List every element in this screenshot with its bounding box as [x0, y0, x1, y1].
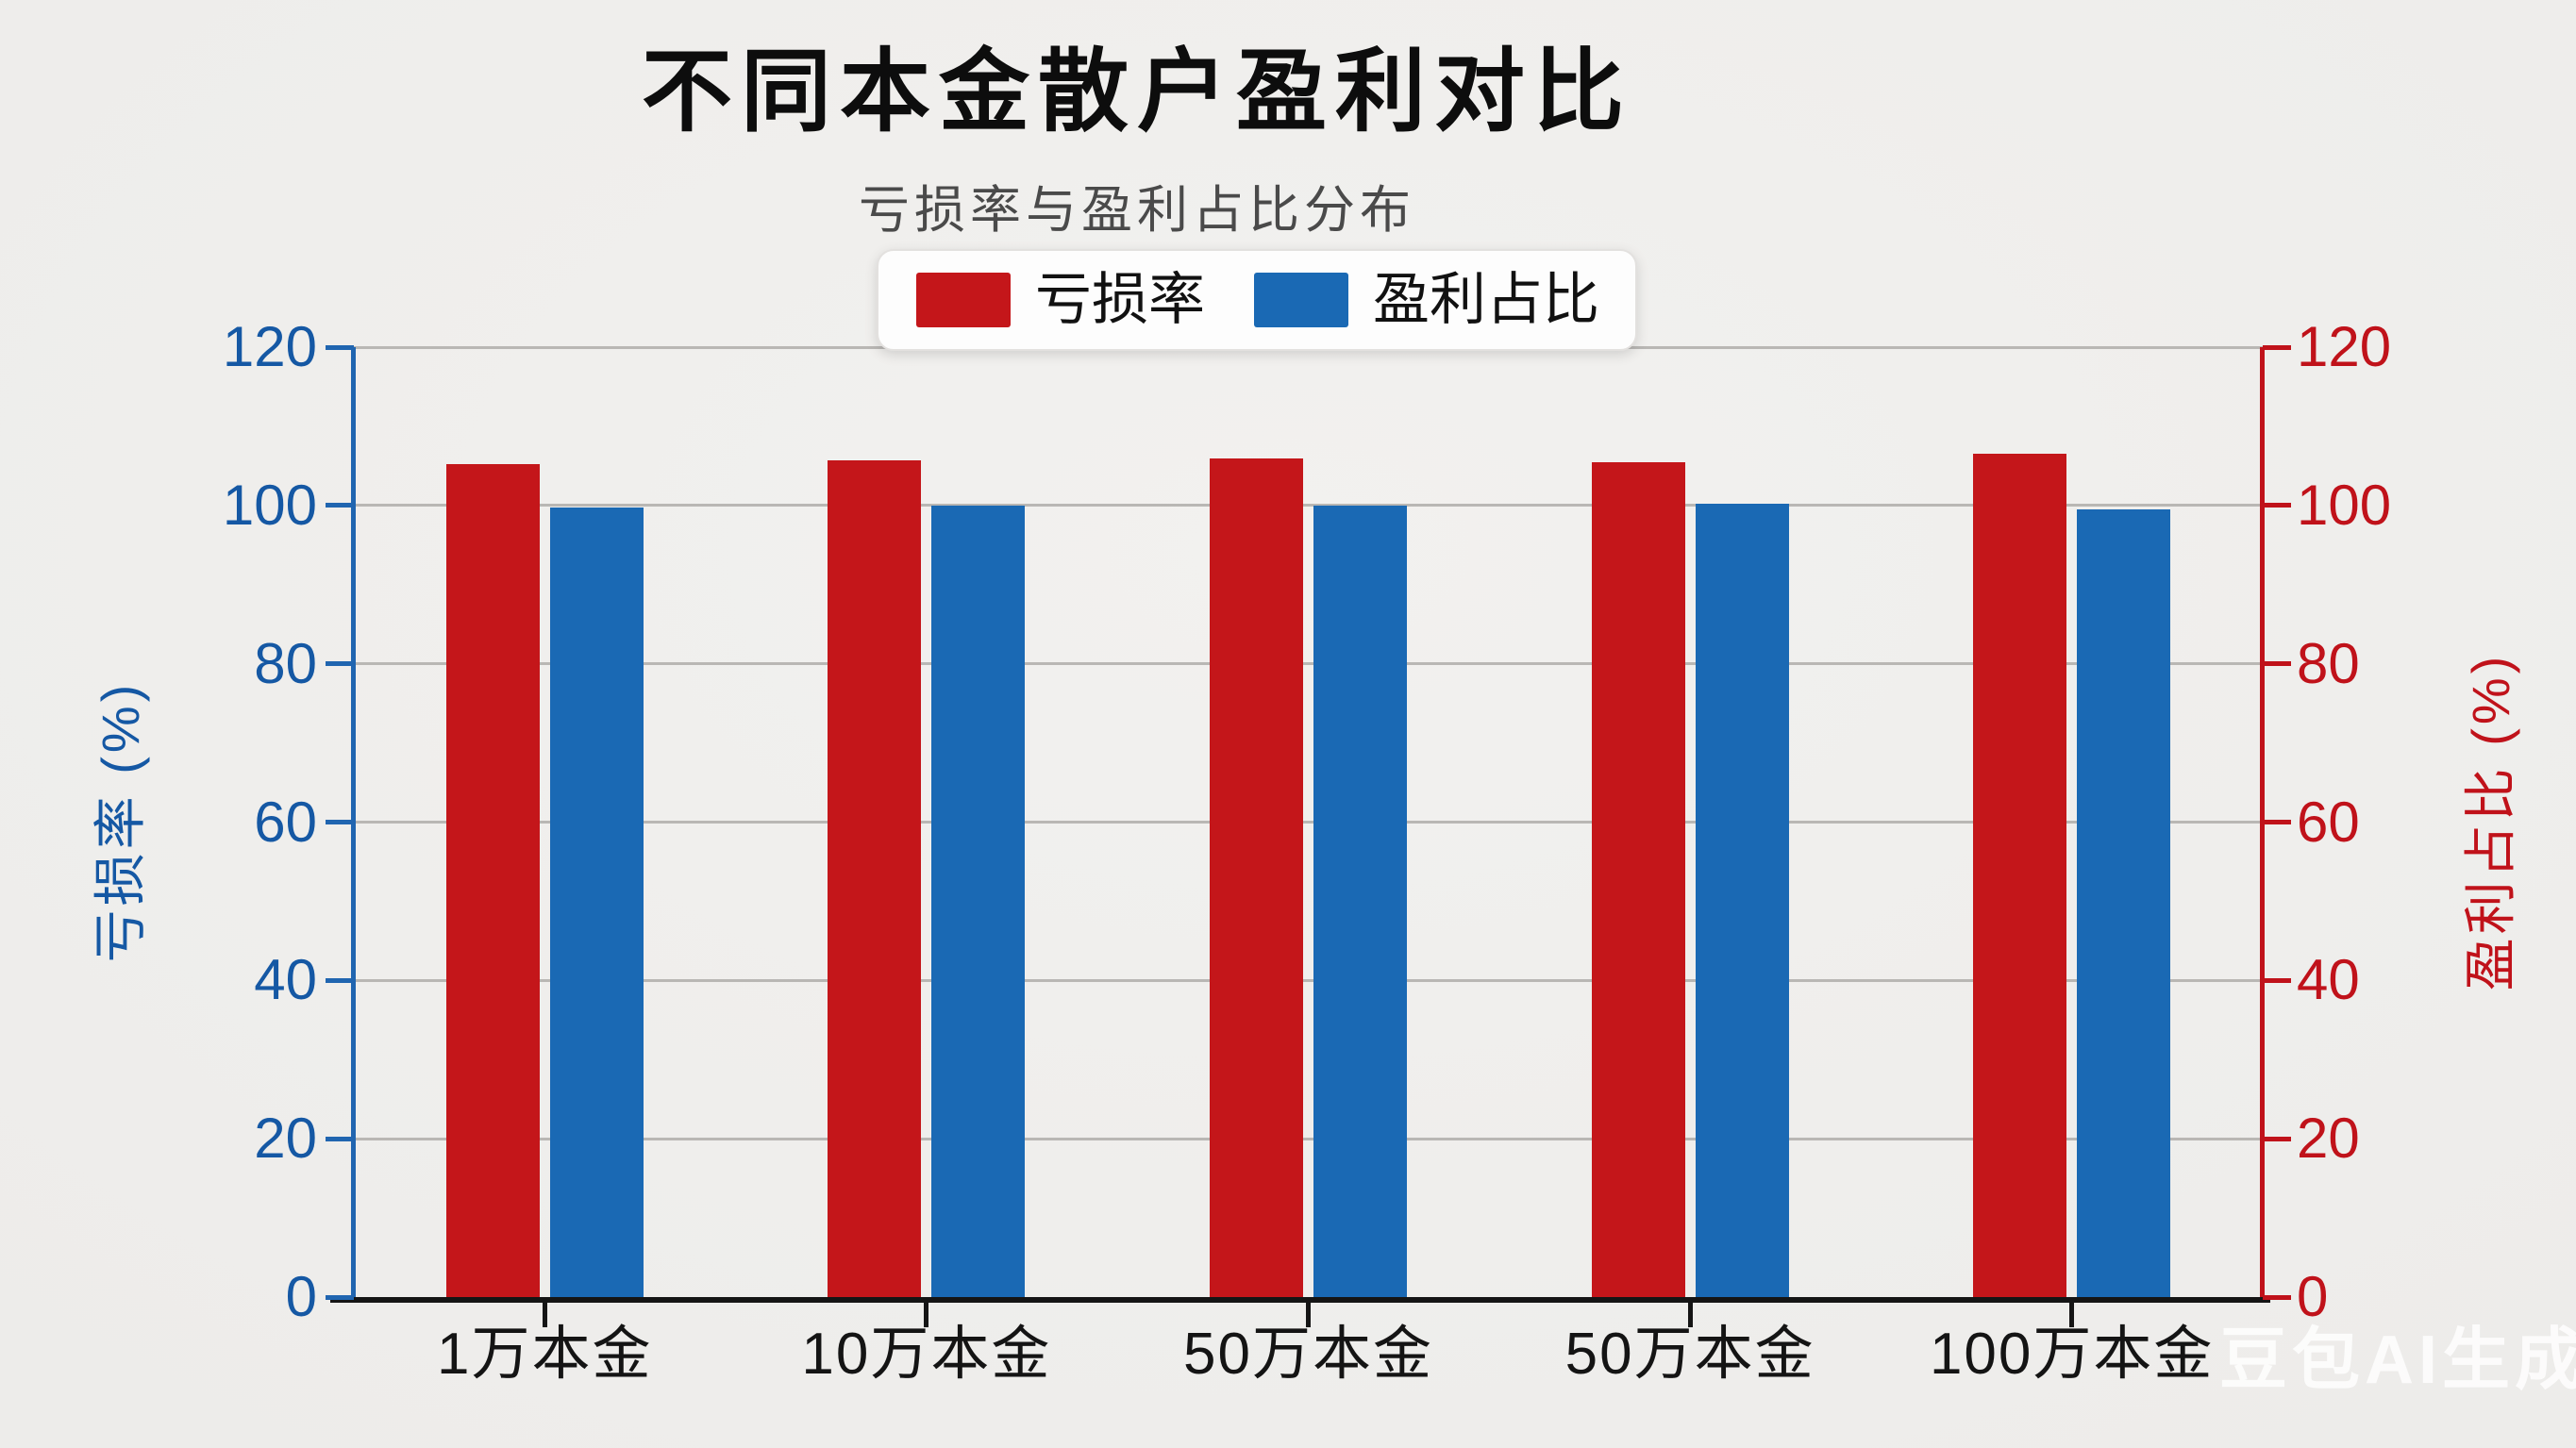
x-tick-label-1: 10万本金: [801, 1322, 1052, 1387]
left-tick-label-120: 120: [222, 315, 317, 378]
bar-loss-rate-2: [1210, 458, 1303, 1297]
bar-loss-rate-0: [445, 464, 540, 1297]
left-tick-60: [326, 820, 354, 824]
right-tick-80: [2263, 661, 2291, 667]
chart-legend: 亏损率 盈利占比: [877, 249, 1637, 351]
left-tick-label-80: 80: [254, 631, 317, 695]
x-tick-label-0: 1万本金: [437, 1322, 653, 1387]
right-tick-label-0: 0: [2297, 1265, 2329, 1328]
right-axis-line: [2260, 347, 2265, 1301]
gridline-40: [354, 978, 2263, 982]
left-tick-100: [326, 503, 354, 508]
chart-subtitle: 亏损率与盈利占比分布: [859, 182, 1415, 239]
right-tick-label-100: 100: [2297, 473, 2392, 537]
left-tick-120: [326, 344, 354, 350]
gridline-100: [354, 504, 2263, 508]
gridline-20: [354, 1137, 2263, 1140]
right-tick-label-60: 60: [2297, 790, 2360, 854]
left-tick-label-60: 60: [254, 790, 317, 854]
right-tick-60: [2263, 820, 2291, 824]
right-tick-label-80: 80: [2297, 631, 2360, 695]
legend-label-profit-share: 盈利占比: [1373, 268, 1599, 331]
x-tick-label-2: 50万本金: [1183, 1322, 1433, 1387]
left-tick-20: [326, 1136, 354, 1141]
right-tick-100: [2263, 503, 2291, 508]
right-tick-120: [2263, 344, 2291, 350]
x-tick-1: [924, 1303, 929, 1327]
chart-title: 不同本金散户盈利对比: [642, 42, 1632, 142]
left-tick-40: [326, 977, 354, 983]
bar-loss-rate-1: [828, 460, 922, 1297]
bar-profit-share-2: [1313, 505, 1407, 1297]
x-tick-label-4: 100万本金: [1929, 1322, 2215, 1387]
right-tick-0: [2263, 1294, 2291, 1300]
left-tick-label-40: 40: [254, 948, 317, 1012]
x-tick-0: [542, 1303, 547, 1327]
gridline-80: [354, 662, 2263, 666]
right-tick-20: [2263, 1136, 2291, 1141]
legend-swatch-profit-share: [1254, 273, 1348, 327]
bar-profit-share-1: [931, 505, 1026, 1297]
right-tick-label-20: 20: [2297, 1107, 2360, 1171]
x-tick-4: [2069, 1303, 2075, 1327]
gridline-60: [354, 821, 2263, 824]
bar-loss-rate-3: [1591, 461, 1685, 1297]
x-tick-2: [1306, 1303, 1311, 1327]
bar-profit-share-4: [2077, 509, 2171, 1297]
legend-label-loss-rate: 亏损率: [1035, 268, 1205, 331]
bar-loss-rate-4: [1973, 454, 2067, 1297]
x-tick-label-3: 50万本金: [1564, 1322, 1815, 1387]
ai-watermark: 豆包AI生成: [2219, 1323, 2576, 1398]
bottom-axis-line: [330, 1297, 2270, 1303]
left-tick-0: [326, 1294, 354, 1300]
left-tick-label-100: 100: [222, 473, 317, 537]
left-tick-label-20: 20: [254, 1107, 317, 1171]
right-tick-label-120: 120: [2297, 315, 2392, 378]
bar-profit-share-0: [549, 507, 644, 1297]
right-tick-40: [2263, 977, 2291, 983]
right-tick-label-40: 40: [2297, 948, 2360, 1012]
left-tick-80: [326, 661, 354, 667]
legend-swatch-loss-rate: [916, 273, 1011, 327]
bar-profit-share-3: [1695, 504, 1789, 1297]
left-tick-label-0: 0: [285, 1265, 317, 1328]
x-tick-3: [1687, 1303, 1693, 1327]
